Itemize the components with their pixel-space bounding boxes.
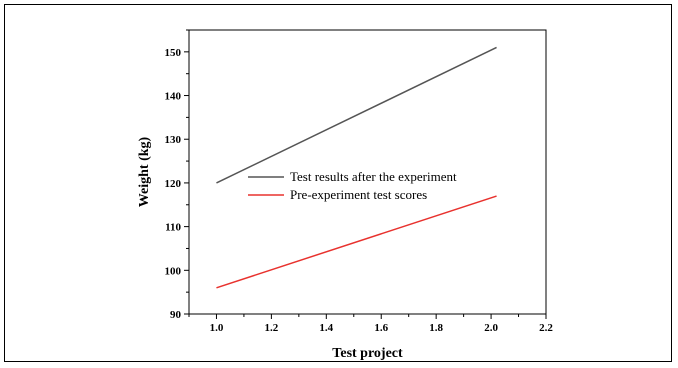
x-axis-title: Test project: [332, 346, 403, 361]
x-tick-label: 1.8: [429, 322, 443, 334]
x-tick-label: 1.6: [374, 322, 388, 334]
y-tick-label: 120: [165, 178, 182, 190]
x-tick-label: 1.0: [210, 322, 224, 334]
y-tick-label: 140: [165, 91, 182, 103]
y-tick-label: 150: [165, 47, 182, 59]
legend: Test results after the experiment Pre-exp…: [248, 169, 457, 202]
x-tick-label: 1.4: [319, 322, 333, 334]
plot-area: [188, 29, 547, 315]
y-axis-title: Weight (kg): [137, 136, 152, 207]
y-tick-label: 110: [165, 222, 181, 234]
series-line-0: [216, 46, 497, 184]
y-tick-label: 90: [170, 309, 182, 321]
plot-border: [188, 29, 547, 315]
legend-label-0: Test results after the experiment: [290, 169, 457, 184]
x-tick-label: 1.2: [265, 322, 279, 334]
y-tick-label: 130: [165, 134, 182, 146]
x-tick-label: 2.2: [539, 322, 553, 334]
series-lines: [216, 46, 497, 289]
x-tick-label: 2.0: [484, 322, 498, 334]
legend-label-1: Pre-experiment test scores: [290, 187, 427, 202]
x-axis: 1.0 1.2 1.4 1.6 1.8 2.0 2.2: [188, 314, 553, 334]
y-axis: 90 100 110 120 130 140 150: [165, 29, 189, 321]
chart-frame: [4, 4, 672, 362]
y-tick-label: 100: [165, 265, 182, 277]
series-line-1: [216, 195, 497, 289]
